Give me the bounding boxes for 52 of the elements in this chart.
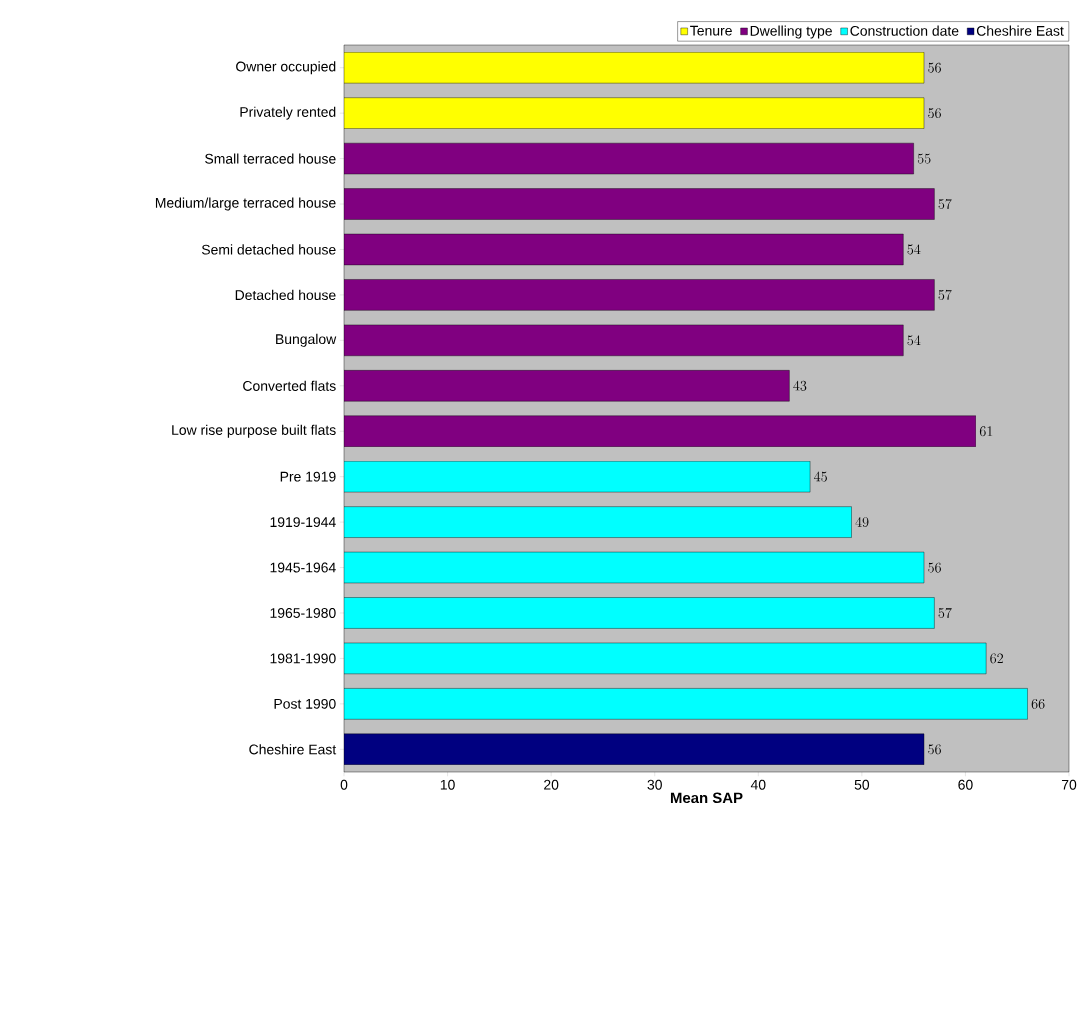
data-label: 45 <box>813 471 827 482</box>
y-tick-label: Privately rented <box>240 106 336 120</box>
bar <box>344 279 935 311</box>
x-tick-label: 0 <box>340 779 348 790</box>
data-label: 56 <box>928 744 941 755</box>
data-label: 62 <box>990 653 1003 664</box>
bar <box>344 188 935 220</box>
y-tick-label: Cheshire East <box>249 744 337 755</box>
y-tick-label: 1981-1990 <box>270 653 336 664</box>
y-tick-label: Detached house <box>235 289 336 301</box>
data-label: 66 <box>1031 698 1045 709</box>
y-tick-label: 1965-1980 <box>270 608 336 618</box>
bar <box>344 415 976 447</box>
x-tick-label: 20 <box>544 779 559 790</box>
y-tick-label: Owner occupied <box>236 61 336 75</box>
y-tick-label: Medium/large terraced house <box>155 197 336 211</box>
x-tick-label: 30 <box>647 779 662 790</box>
data-label: 54 <box>907 244 921 255</box>
bar <box>344 370 790 402</box>
y-tick-label: Converted flats <box>243 380 336 391</box>
data-label: 55 <box>917 153 931 164</box>
data-label: 56 <box>928 562 941 573</box>
y-tick-label: Post 1990 <box>274 698 336 709</box>
data-label: 49 <box>855 517 869 528</box>
x-tick-label: 70 <box>1061 779 1077 790</box>
data-label: 57 <box>938 198 952 209</box>
legend-label: Construction date <box>850 25 959 36</box>
data-label: 56 <box>928 108 941 119</box>
x-tick-label: 50 <box>854 779 870 790</box>
legend-label: Tenure <box>690 25 732 36</box>
data-label: 57 <box>938 607 952 618</box>
bar <box>344 142 914 175</box>
data-label: 54 <box>907 335 921 346</box>
data-label: 61 <box>979 426 993 437</box>
bar <box>344 233 904 266</box>
data-label: 57 <box>938 289 952 300</box>
y-tick-label: 1919-1944 <box>270 517 336 528</box>
legend-label: Cheshire East <box>976 25 1064 36</box>
data-label: 56 <box>928 62 941 73</box>
legend-label: Dwelling type <box>750 25 832 39</box>
y-tick-label: Bungalow <box>276 333 337 347</box>
y-tick-label: Pre 1919 <box>280 471 336 482</box>
y-tick-label: Low rise purpose built flats <box>172 424 336 438</box>
x-tick-label: 40 <box>750 779 766 790</box>
x-axis-title: Mean SAP <box>670 792 743 804</box>
data-label: 43 <box>793 380 807 391</box>
y-tick-label: Small terraced house <box>205 153 336 164</box>
y-tick-label: 1945-1964 <box>270 562 336 573</box>
bar <box>344 324 904 356</box>
y-tick-label: Semi detached house <box>201 244 336 255</box>
x-tick-label: 60 <box>958 779 973 790</box>
x-tick-label: 10 <box>440 779 455 790</box>
